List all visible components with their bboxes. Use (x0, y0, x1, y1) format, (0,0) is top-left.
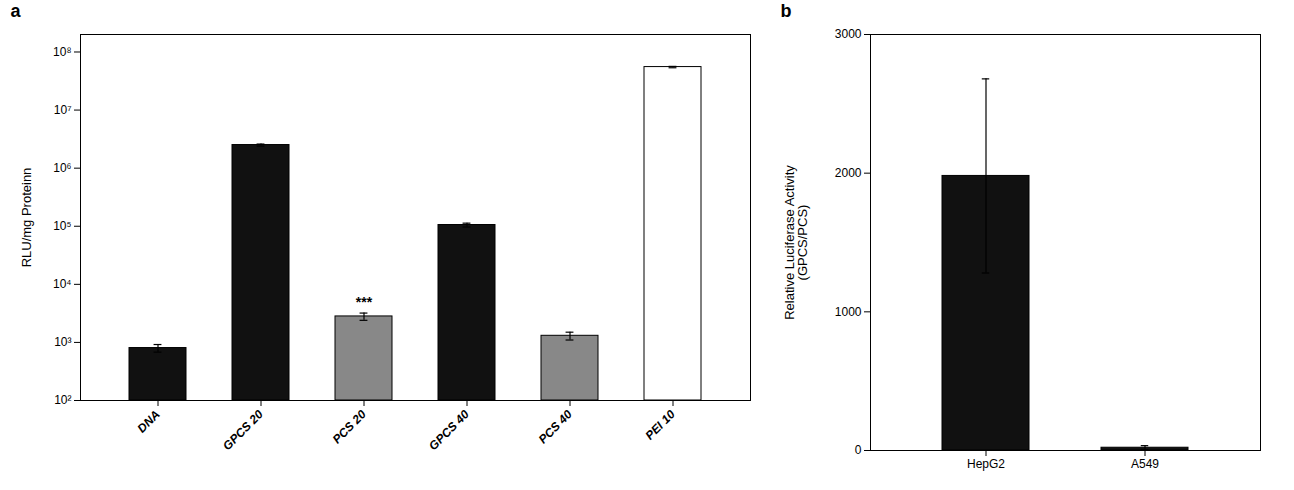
svg-text:a: a (11, 1, 22, 21)
svg-text:GPCS 40: GPCS 40 (426, 407, 472, 453)
svg-text:HepG2: HepG2 (967, 457, 1005, 471)
svg-text:PEI 10: PEI 10 (642, 407, 678, 443)
svg-text:Relative Luciferase Activity(G: Relative Luciferase Activity(GPCS/PCS) (782, 165, 810, 320)
svg-text:3000: 3000 (835, 27, 862, 41)
svg-text:RLU/mg Proteinn: RLU/mg Proteinn (19, 168, 34, 268)
svg-text:10⁸: 10⁸ (53, 45, 71, 59)
svg-text:A549: A549 (1131, 457, 1159, 471)
svg-text:10⁷: 10⁷ (54, 103, 72, 117)
svg-text:0: 0 (855, 443, 862, 457)
svg-text:b: b (781, 1, 792, 21)
svg-text:10⁴: 10⁴ (53, 277, 72, 291)
svg-text:10⁶: 10⁶ (53, 161, 71, 175)
svg-text:PCS 20: PCS 20 (330, 407, 369, 446)
svg-text:1000: 1000 (835, 305, 862, 319)
svg-text:10³: 10³ (54, 335, 71, 349)
svg-text:10⁵: 10⁵ (53, 219, 71, 233)
svg-text:2000: 2000 (835, 166, 862, 180)
svg-text:DNA: DNA (135, 407, 163, 435)
svg-text:***: *** (356, 294, 373, 310)
svg-text:PCS 40: PCS 40 (536, 407, 575, 446)
svg-text:10²: 10² (54, 393, 71, 407)
svg-text:GPCS 20: GPCS 20 (220, 407, 266, 453)
